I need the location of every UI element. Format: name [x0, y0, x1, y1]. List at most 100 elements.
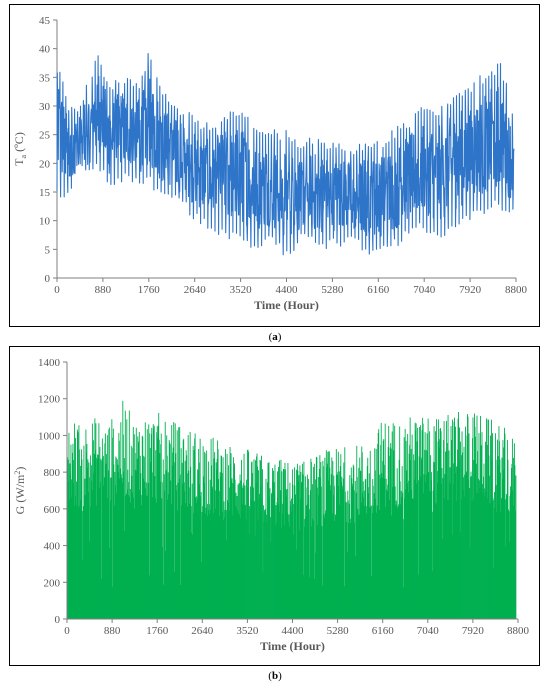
- irradiance-bar: [132, 427, 134, 619]
- irradiance-bar: [144, 422, 146, 619]
- irradiance-bar: [227, 502, 229, 619]
- irradiance-bar: [431, 472, 433, 619]
- irradiance-bar: [182, 440, 184, 619]
- irradiance-bar: [472, 417, 474, 619]
- irradiance-bar: [455, 426, 456, 619]
- irradiance-bar: [304, 476, 306, 619]
- irradiance-bar: [107, 470, 109, 619]
- irradiance-bar: [510, 468, 512, 619]
- irradiance-bar: [232, 515, 234, 619]
- irradiance-bar: [446, 420, 448, 619]
- irradiance-bar: [187, 435, 189, 619]
- irradiance-bar: [502, 440, 504, 619]
- irradiance-bar: [379, 478, 381, 619]
- irradiance-bar: [511, 438, 513, 619]
- irradiance-bar: [315, 456, 317, 619]
- irradiance-bar: [462, 490, 464, 619]
- irradiance-bar: [244, 505, 245, 619]
- irradiance-bar: [85, 429, 87, 619]
- irradiance-bar: [231, 480, 233, 619]
- irradiance-bar: [453, 421, 455, 619]
- irradiance-bar: [296, 549, 298, 619]
- irradiance-bar: [297, 470, 299, 619]
- irradiance-bar: [351, 478, 353, 619]
- irradiance-bar: [506, 496, 508, 619]
- irradiance-bar: [126, 489, 128, 619]
- irradiance-bar: [509, 495, 511, 619]
- irradiance-bar: [202, 506, 204, 619]
- irradiance-bar: [295, 469, 297, 619]
- irradiance-bar: [487, 419, 489, 619]
- irradiance-bar: [210, 439, 212, 619]
- irradiance-bar: [325, 512, 327, 619]
- y-tick-label: 400: [44, 541, 61, 553]
- irradiance-bar: [205, 507, 207, 619]
- irradiance-bar: [119, 468, 121, 619]
- irradiance-bar: [413, 454, 415, 619]
- irradiance-bar: [478, 478, 479, 619]
- irradiance-bar: [81, 459, 83, 619]
- irradiance-bar: [506, 440, 508, 619]
- irradiance-bar: [130, 445, 132, 619]
- irradiance-bar: [410, 460, 412, 619]
- irradiance-bar: [273, 482, 275, 619]
- irradiance-bar: [308, 494, 310, 619]
- irradiance-bar: [323, 517, 325, 619]
- irradiance-bar: [103, 485, 105, 619]
- irradiance-bar: [203, 476, 205, 619]
- irradiance-bar: [449, 467, 451, 619]
- irradiance-bar: [129, 496, 131, 619]
- irradiance-bar: [214, 452, 216, 619]
- irradiance-bar: [125, 493, 127, 619]
- irradiance-bar: [342, 478, 344, 619]
- irradiance-bar: [93, 473, 95, 619]
- irradiance-bar: [190, 506, 192, 619]
- irradiance-bar: [479, 480, 480, 619]
- irradiance-bar: [143, 457, 145, 619]
- irradiance-bar: [214, 508, 216, 619]
- irradiance-bar: [454, 417, 455, 619]
- irradiance-bar: [417, 480, 419, 619]
- irradiance-bar: [133, 497, 135, 619]
- irradiance-bar: [217, 449, 219, 619]
- irradiance-bar: [334, 514, 336, 619]
- irradiance-bar: [404, 428, 406, 619]
- irradiance-bar: [261, 498, 263, 619]
- irradiance-bar: [429, 431, 431, 619]
- irradiance-bar: [98, 488, 100, 619]
- irradiance-bar: [507, 459, 509, 619]
- irradiance-bar: [303, 461, 305, 619]
- irradiance-bar: [124, 410, 126, 619]
- irradiance-bar: [171, 425, 173, 619]
- irradiance-bar: [498, 440, 500, 619]
- irradiance-bar: [128, 495, 130, 619]
- irradiance-bar: [390, 448, 392, 619]
- irradiance-bar: [385, 506, 387, 619]
- irradiance-bar: [299, 465, 301, 619]
- irradiance-bar: [482, 484, 483, 619]
- chart-a-svg: 0 5 10 15 20 25 30 35 40 45 0 880 1760 2640 3520 4400 52…: [12, 15, 528, 312]
- irradiance-bar: [179, 427, 181, 619]
- irradiance-bar: [405, 440, 407, 619]
- irradiance-bar: [442, 478, 444, 619]
- irradiance-bar: [79, 505, 81, 619]
- irradiance-bar: [204, 453, 206, 619]
- irradiance-bar: [402, 492, 404, 619]
- irradiance-bar: [249, 508, 251, 619]
- irradiance-bar: [254, 500, 255, 619]
- irradiance-bar: [237, 484, 239, 619]
- irradiance-bar: [255, 460, 256, 619]
- irradiance-bar: [211, 486, 213, 619]
- irradiance-bar: [126, 419, 128, 619]
- irradiance-bar: [114, 485, 116, 619]
- irradiance-bar: [131, 475, 133, 619]
- irradiance-bar: [178, 427, 180, 619]
- irradiance-bar: [415, 423, 417, 619]
- irradiance-bar: [394, 486, 396, 619]
- irradiance-bar: [324, 457, 326, 619]
- irradiance-bar: [486, 444, 488, 619]
- irradiance-bar: [122, 400, 124, 619]
- irradiance-bar: [88, 462, 90, 619]
- irradiance-bar: [155, 502, 157, 619]
- x-tick-label: 7920: [459, 284, 482, 296]
